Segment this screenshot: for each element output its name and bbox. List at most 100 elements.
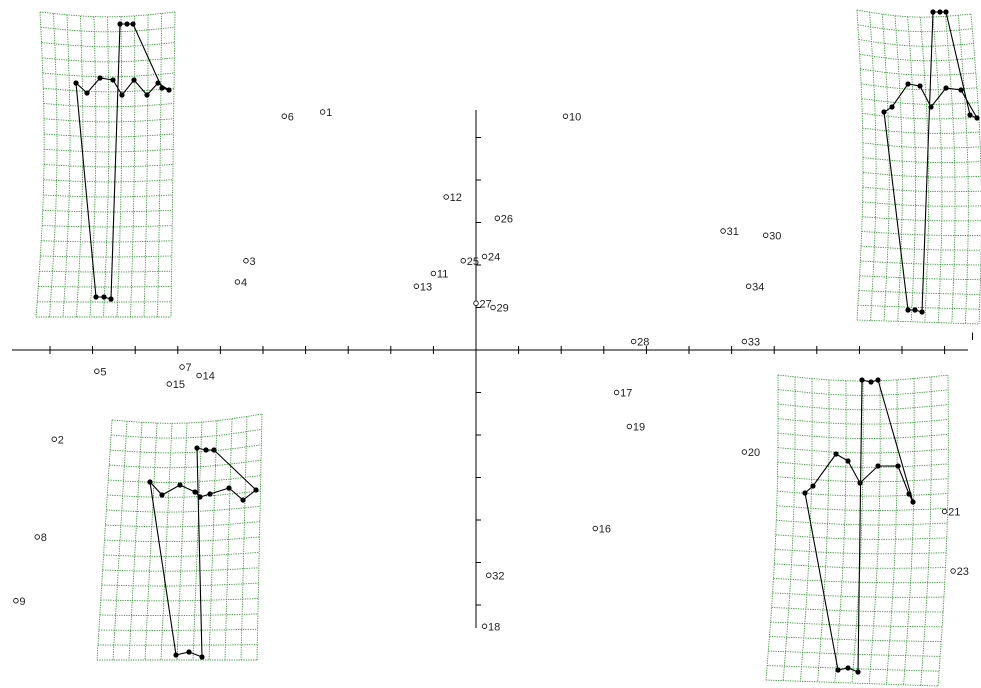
point-label: 28	[637, 337, 649, 349]
point-marker	[413, 283, 420, 289]
grid-row-line	[774, 548, 947, 555]
grid-row-line	[862, 127, 980, 134]
point-label: 26	[501, 213, 513, 225]
grid-row-line	[42, 57, 175, 63]
landmark-point	[211, 447, 217, 453]
grid-row-line	[101, 582, 259, 587]
landmark-point	[905, 307, 911, 313]
point-marker	[460, 258, 466, 264]
data-point: 7	[179, 362, 192, 374]
landmark-point	[974, 115, 980, 121]
grid-col-line	[907, 16, 917, 322]
grid-row-line	[43, 103, 174, 108]
deformation-panel-bottom-left	[96, 413, 263, 661]
landmark-point	[101, 294, 107, 300]
point-marker	[51, 436, 57, 442]
point-label: 2	[58, 434, 64, 446]
point-label: 13	[420, 281, 432, 293]
grid-row-line	[97, 644, 258, 646]
point-label: 17	[620, 388, 632, 400]
data-point: 31	[720, 226, 739, 238]
grid-col-line	[35, 11, 45, 318]
data-point: 32	[486, 570, 505, 582]
grid-row-line	[857, 304, 980, 310]
grid-row-line	[111, 413, 263, 424]
grid-row-line	[777, 476, 949, 483]
grid-row-line	[777, 490, 948, 497]
landmark-point	[855, 669, 861, 675]
landmark-point	[110, 77, 116, 83]
grid-row-line	[862, 171, 981, 178]
grid-col-line	[868, 380, 881, 684]
axes: I	[12, 110, 974, 628]
landmark-point	[845, 665, 851, 671]
landmark-point	[173, 652, 179, 658]
point-label: 11	[437, 269, 448, 281]
landmark-point	[253, 487, 259, 493]
grid-row-line	[861, 230, 981, 236]
grid-row-line	[860, 260, 981, 266]
landmark-point	[943, 9, 949, 15]
grid-col-line	[817, 379, 830, 682]
point-label: 21	[948, 507, 960, 519]
point-marker	[196, 372, 202, 379]
landmark-point	[889, 104, 895, 110]
axis-end-label: I	[971, 331, 974, 343]
point-label: 15	[173, 379, 185, 391]
grid-col-line	[160, 423, 173, 661]
point-label: 14	[203, 371, 215, 383]
data-point: 33	[741, 337, 760, 349]
landmark-outline	[883, 11, 979, 313]
landmark-point	[810, 483, 816, 489]
point-label: 25	[467, 256, 479, 268]
landmark-point	[131, 77, 137, 83]
grid-col-line	[920, 376, 932, 686]
landmark-outline	[149, 447, 257, 658]
grid-row-line	[856, 319, 980, 325]
grid-row-line	[776, 519, 948, 526]
data-point: 30	[762, 230, 781, 242]
landmark-point	[177, 482, 183, 488]
data-point: 23	[950, 566, 969, 578]
data-point: 15	[166, 379, 185, 391]
point-marker	[319, 109, 326, 115]
landmark-point	[906, 491, 912, 497]
landmark-point	[845, 458, 851, 464]
grid-row-line	[777, 389, 949, 396]
point-marker	[481, 253, 488, 260]
grid-row-line	[858, 290, 981, 295]
landmark-point	[117, 21, 123, 27]
grid-row-line	[861, 98, 979, 105]
landmark-point	[186, 649, 192, 655]
grid-row-line	[41, 42, 175, 48]
data-point: 3	[243, 256, 256, 268]
data-point: 18	[481, 621, 500, 633]
point-marker	[494, 215, 500, 221]
data-point: 4	[234, 277, 247, 289]
point-marker	[34, 534, 40, 540]
grid-col-line	[143, 14, 149, 318]
deformation-grid	[96, 413, 263, 661]
point-label: 1	[326, 107, 332, 119]
grid-row-line	[862, 142, 981, 149]
grid-col-line	[765, 375, 779, 681]
landmark-point	[119, 92, 125, 98]
grid-row-line	[859, 275, 981, 281]
point-label: 34	[752, 281, 764, 293]
data-point: 26	[494, 213, 513, 225]
landmark-point	[97, 75, 103, 81]
grid-col-line	[881, 14, 890, 321]
grid-row-line	[777, 461, 949, 468]
grid-row-line	[777, 432, 949, 439]
landmark-point	[833, 451, 839, 457]
grid-col-line	[170, 11, 176, 318]
grid-row-line	[862, 201, 981, 207]
grid-col-line	[62, 14, 71, 318]
data-point: 14	[196, 371, 215, 383]
point-label: 24	[488, 252, 500, 264]
landmark-point	[835, 667, 841, 673]
point-marker	[613, 389, 620, 396]
landmark-point	[857, 480, 863, 486]
grid-col-line	[89, 16, 97, 318]
